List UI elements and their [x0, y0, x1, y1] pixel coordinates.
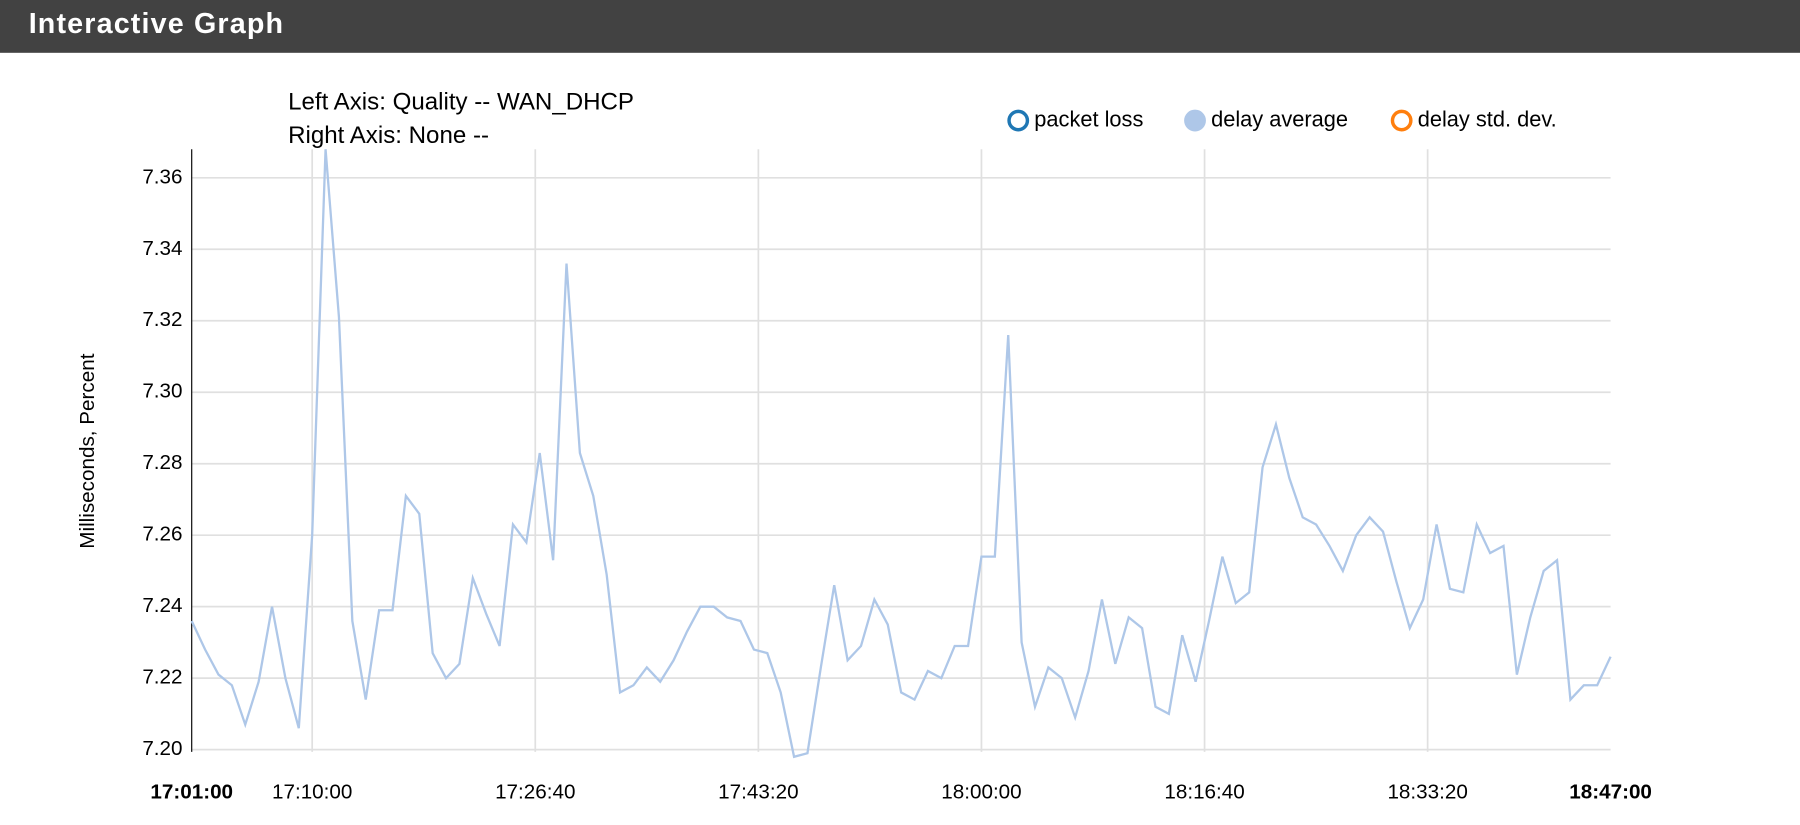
y-tick-label: 7.28 [142, 451, 182, 474]
x-tick-label: 18:33:20 [1387, 781, 1467, 804]
y-tick-label: 7.22 [142, 666, 182, 689]
x-extent-label: 18:47:00 [1569, 781, 1652, 804]
series-line [190, 149, 1612, 759]
x-tick-label: 17:43:20 [718, 781, 798, 804]
y-tick-label: 7.24 [142, 594, 182, 617]
x-tick-label: 18:00:00 [941, 781, 1021, 804]
header-bar [0, 0, 1800, 53]
header-title: Interactive Graph [29, 8, 284, 40]
x-extent-label: 17:01:00 [150, 781, 233, 804]
y-tick-label: 7.34 [142, 237, 182, 260]
x-tick-label: 17:10:00 [272, 781, 352, 804]
y-tick-label: 7.26 [142, 523, 182, 546]
legend-swatch [1390, 109, 1413, 132]
legend-label: delay std. dev. [1418, 106, 1557, 131]
chart-title: Right Axis: None -- [288, 122, 489, 149]
y-tick-label: 7.30 [142, 380, 182, 403]
legend-label: packet loss [1034, 106, 1143, 131]
y-axis-label: Milliseconds, Percent [76, 353, 99, 548]
y-tick-label: 7.20 [142, 737, 182, 760]
legend-label: delay average [1211, 106, 1348, 131]
legend-swatch [1007, 109, 1030, 132]
x-tick-label: 18:16:40 [1164, 781, 1244, 804]
chart-title: Left Axis: Quality -- WAN_DHCP [288, 89, 634, 116]
y-tick-label: 7.32 [142, 308, 182, 331]
y-tick-label: 7.36 [142, 165, 182, 188]
x-tick-label: 17:26:40 [495, 781, 575, 804]
legend-swatch [1184, 109, 1206, 132]
